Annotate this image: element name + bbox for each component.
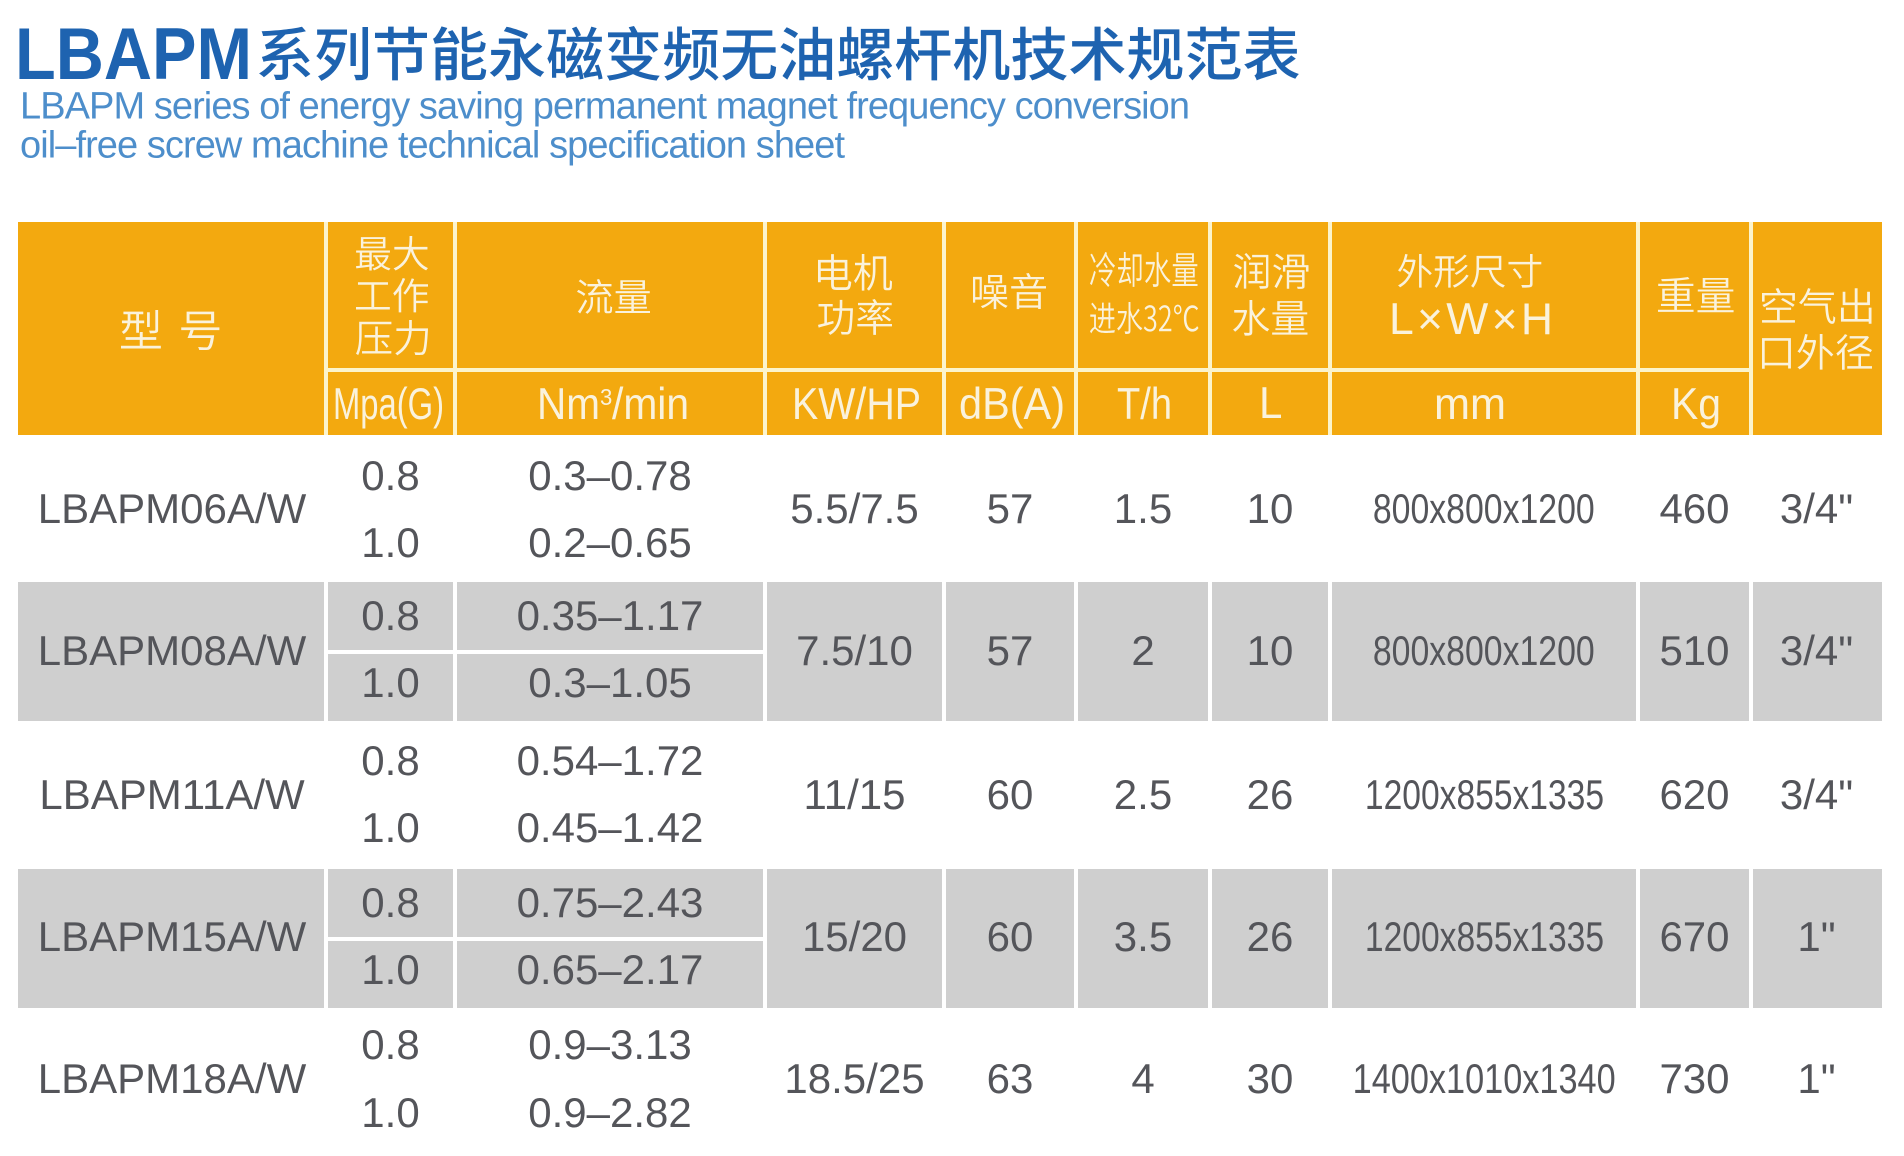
svg-text:Nm: Nm — [537, 380, 600, 429]
svg-text:LBAPM series of energy saving: LBAPM series of energy saving permanent … — [20, 86, 1190, 128]
svg-text:KW/HP: KW/HP — [792, 380, 921, 429]
svg-text:mm: mm — [1434, 380, 1506, 429]
svg-text:LBAPM: LBAPM — [15, 14, 252, 95]
svg-text:3: 3 — [599, 384, 611, 410]
svg-text:L×W×H: L×W×H — [1389, 295, 1553, 344]
svg-text:/min: /min — [612, 380, 689, 429]
svg-text:Kg: Kg — [1671, 380, 1721, 429]
svg-text:L: L — [1259, 379, 1282, 428]
svg-text:dB(A): dB(A) — [959, 380, 1065, 429]
svg-text:Mpa(G): Mpa(G) — [333, 380, 444, 429]
svg-text:T/h: T/h — [1117, 380, 1172, 429]
svg-text:oil–free screw machine technic: oil–free screw machine technical specifi… — [20, 125, 845, 167]
